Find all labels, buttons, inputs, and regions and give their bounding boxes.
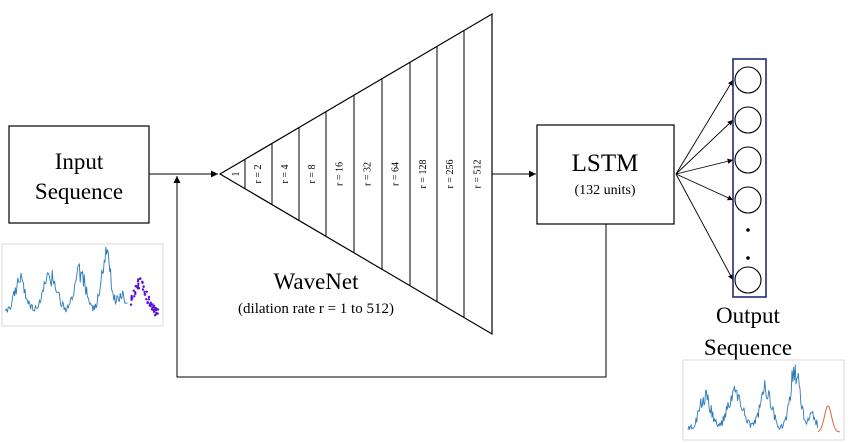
forecast-point [145, 290, 148, 293]
forecast-point [138, 277, 142, 281]
fan-arrow [675, 173, 734, 281]
forecast-point [130, 294, 133, 298]
forecast-point [137, 278, 140, 281]
wavenet-dilation-dividers [244, 30, 465, 318]
forecast-point [149, 302, 152, 306]
dilation-label: r = 8 [307, 165, 318, 184]
lstm-title: LSTM [572, 150, 639, 177]
output-forecast-line [817, 405, 840, 433]
forecast-point [147, 298, 151, 301]
ellipsis-dot [746, 228, 750, 232]
input-block-line1: Input [55, 149, 104, 174]
forecast-point [143, 290, 146, 293]
forecast-point [156, 312, 159, 315]
feedback-loop-arrow [173, 176, 607, 378]
forecast-point [156, 308, 160, 311]
dilation-label: r = 256 [445, 160, 456, 189]
input-sequence-block: Input Sequence [8, 125, 150, 224]
forecast-point [136, 280, 140, 283]
fan-arrow [675, 119, 734, 175]
forecast-point [147, 295, 151, 299]
fan-arrow [675, 158, 734, 175]
forecast-point [137, 282, 140, 286]
forecast-point [141, 280, 144, 283]
output-signal-line [687, 364, 819, 431]
output-units-column [732, 58, 767, 298]
ellipsis-dot [746, 256, 750, 260]
dilation-label: r = 32 [362, 162, 373, 186]
output-unit-node [734, 66, 762, 94]
output-unit-node [734, 266, 762, 294]
input-signal-plot-icon [1, 243, 164, 327]
wavenet-subtitle: (dilation rate r = 1 to 512) [238, 301, 394, 317]
forecast-point [143, 293, 147, 296]
forecast-point [150, 308, 154, 311]
wavenet-dilation-labels: 1 r = 2 r = 4 r = 8 r = 16 r = 32 r = 64 r = 12… [231, 160, 484, 189]
fan-arrow [675, 79, 734, 175]
output-signal-plot-icon [682, 359, 845, 441]
dilation-label: r = 64 [390, 162, 401, 186]
output-unit-node [734, 146, 762, 174]
lstm-block: LSTM (132 units) [536, 124, 675, 225]
forecast-point [136, 284, 140, 288]
dilation-label: r = 16 [334, 162, 345, 186]
forecast-point [137, 287, 141, 290]
forecast-point [132, 289, 135, 292]
output-units [734, 66, 762, 294]
forecast-point [153, 314, 157, 317]
dilation-label: r = 128 [418, 160, 429, 189]
input-forecast-points [129, 277, 160, 317]
forecast-point [146, 301, 149, 305]
forecast-point [152, 304, 156, 307]
dilation-label: r = 512 [472, 160, 483, 189]
forecast-point [145, 298, 148, 301]
forecast-point [131, 297, 134, 300]
wavenet-title: WaveNet [274, 269, 360, 294]
forecast-point [141, 288, 145, 291]
input-signal-line [4, 246, 128, 313]
lstm-to-output-arrows [675, 79, 734, 281]
forecast-point [134, 284, 137, 288]
output-unit-node [734, 186, 762, 214]
output-unit-node [734, 106, 762, 134]
dilation-label: r = 4 [280, 165, 291, 184]
forecast-point [155, 308, 158, 312]
fan-arrow [675, 173, 734, 201]
lstm-units: (132 units) [574, 183, 635, 198]
forecast-point [129, 303, 133, 306]
wavenet-block: 1 r = 2 r = 4 r = 8 r = 16 r = 32 r = 64 r = 12… [218, 12, 493, 336]
output-block-line2: Sequence [704, 335, 792, 360]
input-block-line2: Sequence [35, 179, 123, 204]
forecast-point [134, 292, 137, 296]
forecast-point [133, 295, 136, 298]
dilation-label: 1 [231, 172, 242, 177]
forecast-point [134, 291, 137, 294]
output-block-line1: Output [716, 303, 781, 328]
forecast-point [153, 310, 156, 313]
dilation-label: r = 2 [253, 165, 264, 184]
forecast-point [142, 285, 145, 288]
